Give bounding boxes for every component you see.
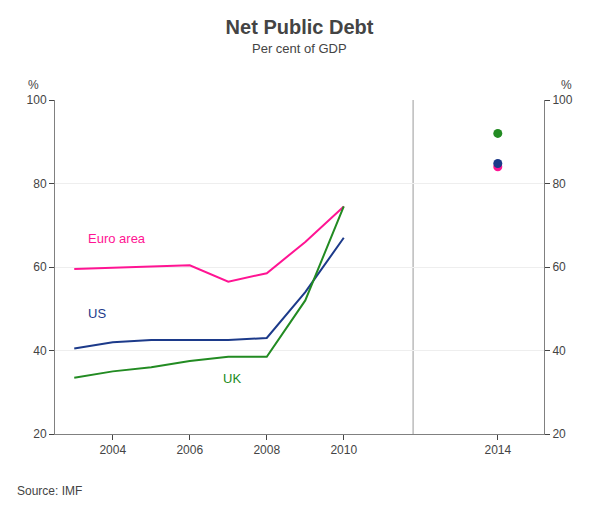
svg-text:40: 40 bbox=[552, 344, 566, 358]
svg-text:60: 60 bbox=[552, 260, 566, 274]
svg-text:2006: 2006 bbox=[176, 443, 203, 457]
svg-text:%: % bbox=[28, 78, 39, 92]
svg-text:2004: 2004 bbox=[99, 443, 126, 457]
svg-text:2008: 2008 bbox=[253, 443, 280, 457]
svg-text:100: 100 bbox=[552, 93, 572, 107]
svg-text:100: 100 bbox=[27, 93, 47, 107]
svg-text:Euro area: Euro area bbox=[88, 231, 146, 246]
svg-text:80: 80 bbox=[552, 177, 566, 191]
svg-text:Per cent of GDP: Per cent of GDP bbox=[252, 41, 347, 56]
svg-text:20: 20 bbox=[552, 427, 566, 441]
svg-text:UK: UK bbox=[223, 371, 241, 386]
svg-text:Net Public Debt: Net Public Debt bbox=[226, 16, 374, 38]
svg-text:20: 20 bbox=[33, 427, 47, 441]
svg-text:40: 40 bbox=[33, 344, 47, 358]
svg-text:60: 60 bbox=[33, 260, 47, 274]
svg-text:2010: 2010 bbox=[330, 443, 357, 457]
svg-text:80: 80 bbox=[33, 177, 47, 191]
svg-text:2014: 2014 bbox=[484, 443, 511, 457]
svg-text:US: US bbox=[88, 306, 106, 321]
svg-text:Source: IMF: Source: IMF bbox=[17, 484, 82, 498]
svg-text:%: % bbox=[561, 78, 572, 92]
